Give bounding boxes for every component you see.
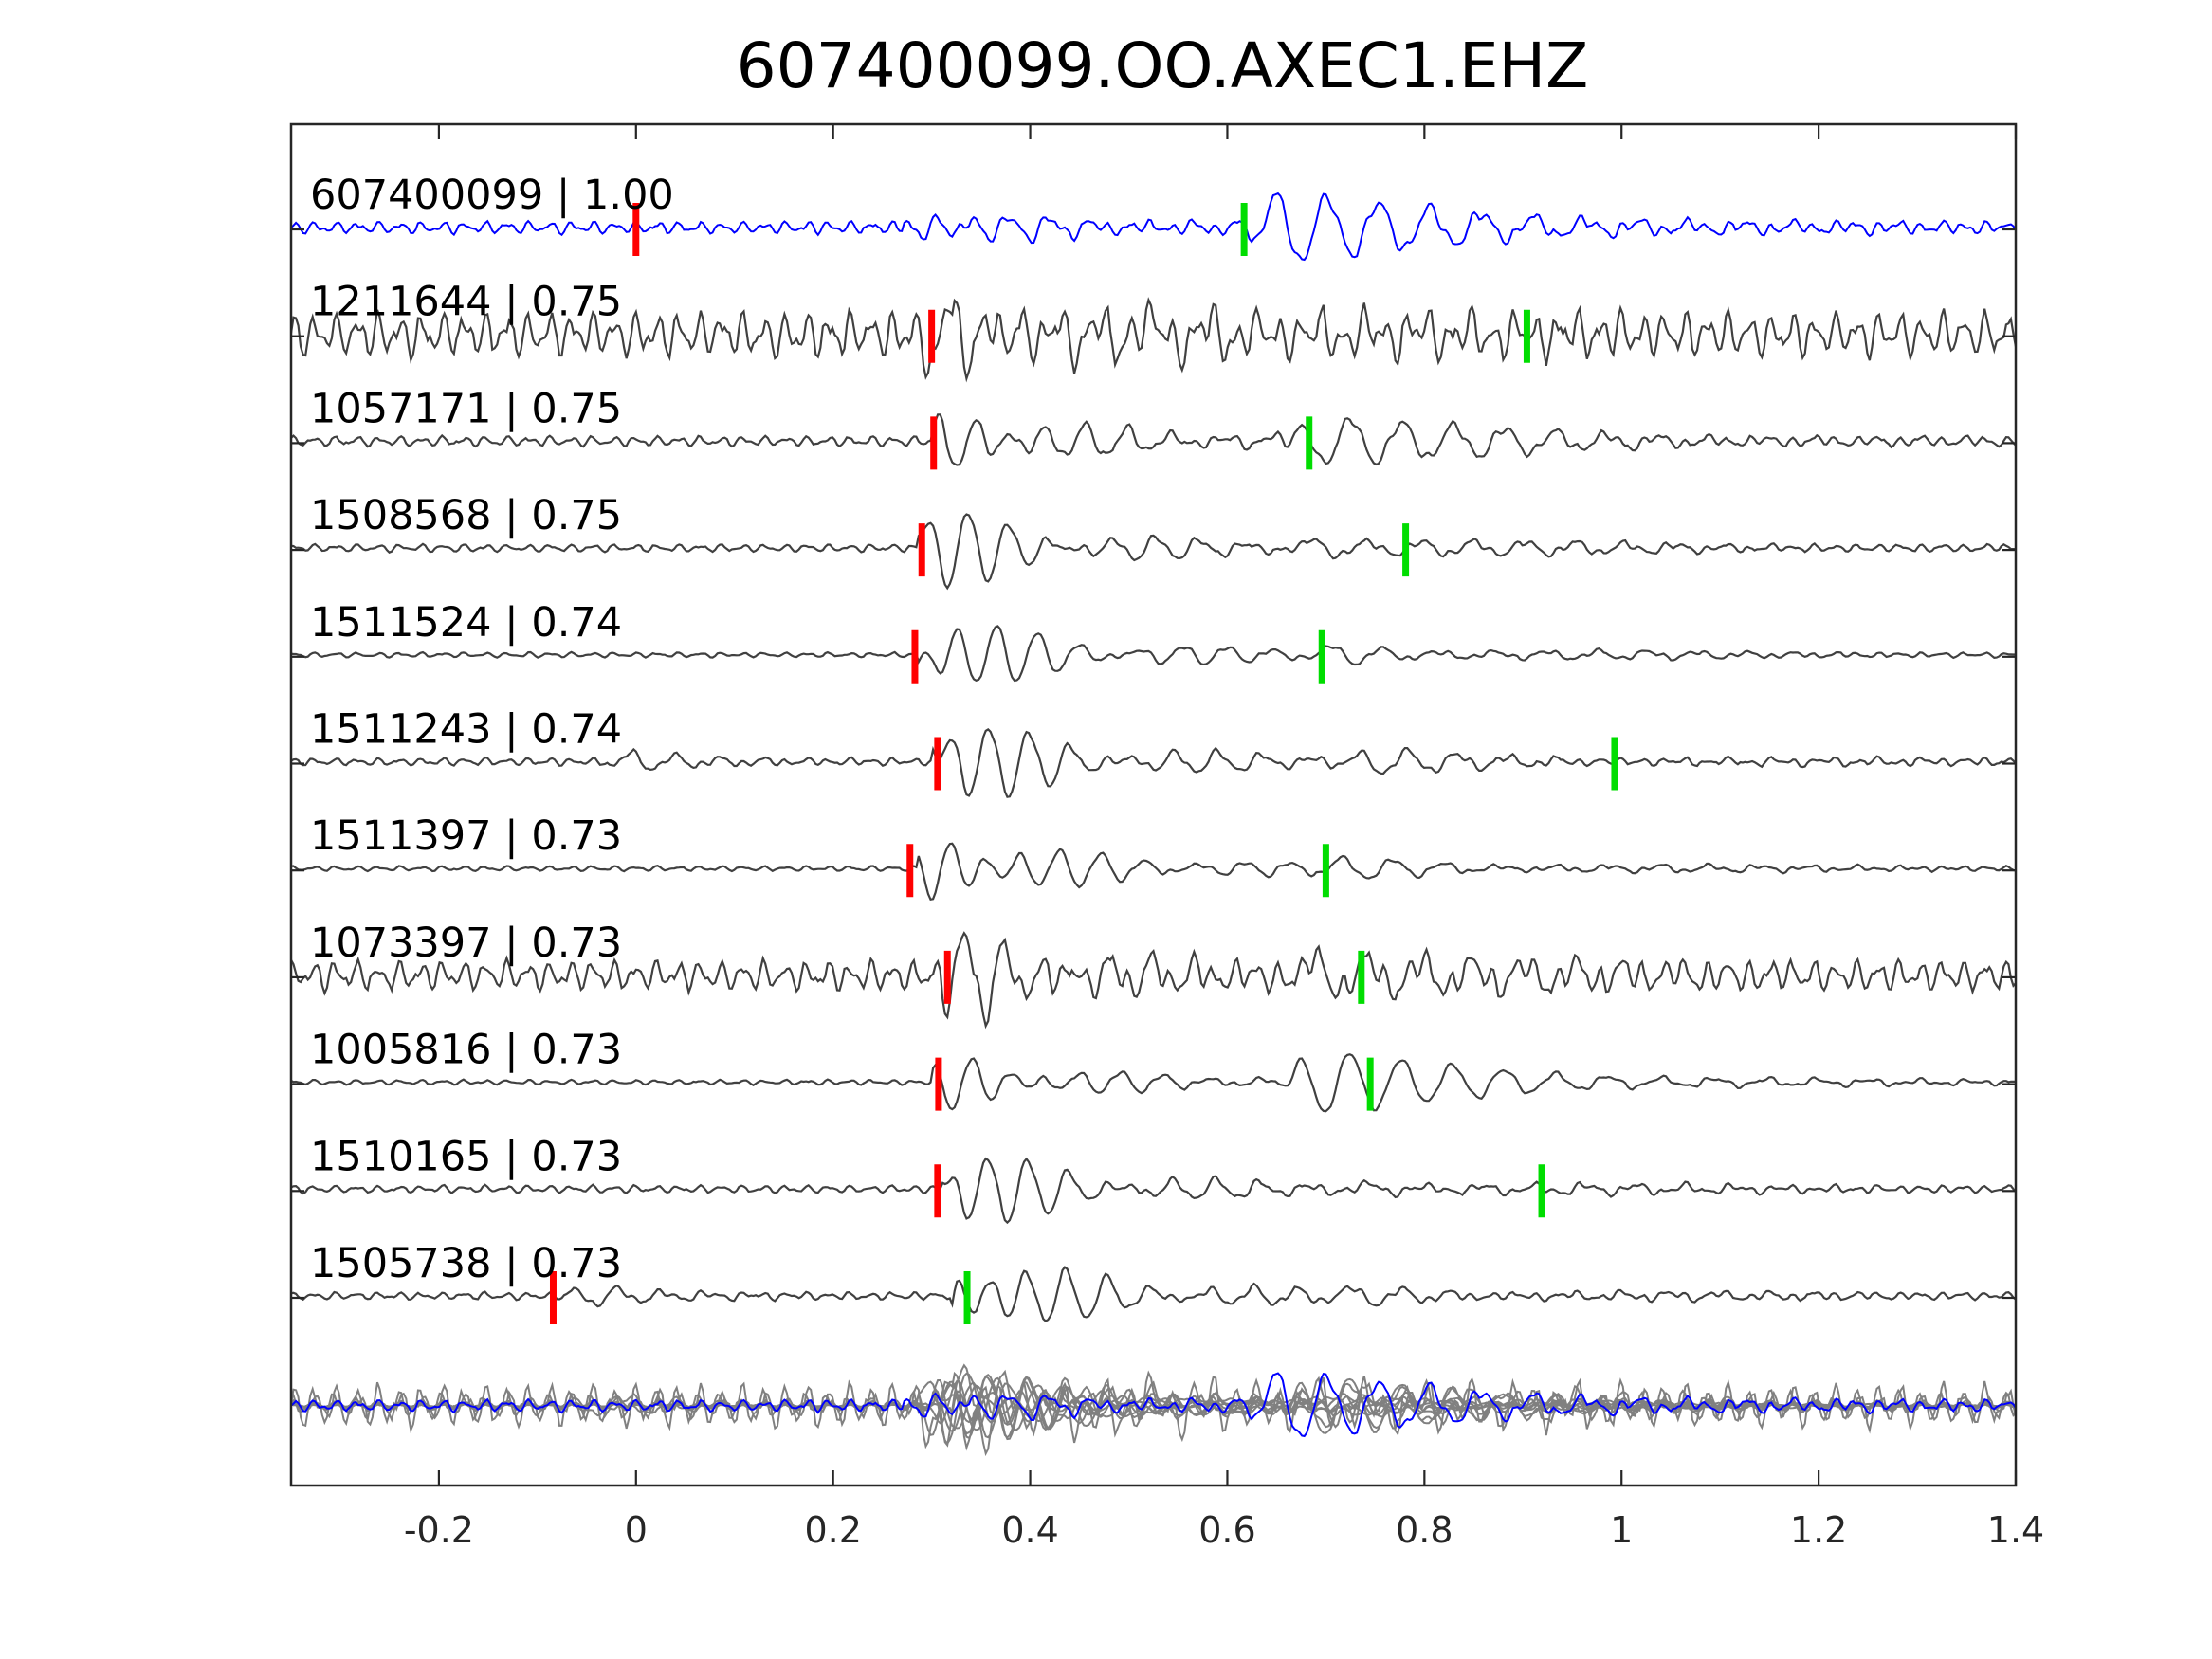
trace-label-1511524: 1511524 | 0.74 xyxy=(310,599,622,647)
stack-trace-6 xyxy=(291,1363,2016,1457)
x-tick-label: 1.4 xyxy=(1987,1509,2044,1551)
x-tick-label: 1.2 xyxy=(1790,1509,1847,1551)
trace-line-607400099 xyxy=(291,191,2016,262)
trace-line-1057171 xyxy=(291,413,2016,466)
trace-line-1510165 xyxy=(291,1157,2016,1225)
x-tick-label: 1 xyxy=(1610,1509,1633,1551)
trace-label-1508568: 1508568 | 0.75 xyxy=(310,492,622,539)
trace-label-1211644: 1211644 | 0.75 xyxy=(310,279,622,326)
trace-line-1505738 xyxy=(291,1266,2016,1322)
x-tick-label: -0.2 xyxy=(404,1509,474,1551)
x-tick-label: 0.4 xyxy=(1001,1509,1058,1551)
stack-template-trace xyxy=(291,1372,2016,1438)
trace-line-1005816 xyxy=(291,1053,2016,1113)
trace-label-1510165: 1510165 | 0.73 xyxy=(310,1133,622,1180)
trace-label-1005816: 1005816 | 0.73 xyxy=(310,1027,622,1074)
labels-layer: 607400099 | 1.00 1211644 | 0.75 1057171 | … xyxy=(310,172,674,1287)
trace-label-1073397: 1073397 | 0.73 xyxy=(310,920,622,967)
trace-line-1511397 xyxy=(291,842,2016,902)
trace-label-607400099: 607400099 | 1.00 xyxy=(310,172,674,219)
trace-line-1073397 xyxy=(291,931,2016,1030)
trace-label-1511397: 1511397 | 0.73 xyxy=(310,812,622,860)
chart-title: 607400099.OO.AXEC1.EHZ xyxy=(737,29,1589,102)
plot-frame xyxy=(289,122,2018,1487)
x-axis: -0.2 0 0.2 0.4 0.6 0.8 1 1.2 1.4 xyxy=(291,124,2044,1551)
trace-label-1505738: 1505738 | 0.73 xyxy=(310,1240,622,1287)
picks-layer xyxy=(549,203,1618,1324)
x-tick-label: 0.8 xyxy=(1396,1509,1453,1551)
trace-line-1211644 xyxy=(291,297,2016,383)
stack-trace-0 xyxy=(291,1370,2016,1451)
traces-layer xyxy=(291,191,2016,1457)
trace-line-1508568 xyxy=(291,513,2016,591)
trace-line-1511524 xyxy=(291,625,2016,683)
trace-label-1511243: 1511243 | 0.74 xyxy=(310,706,622,754)
trace-label-1057171: 1057171 | 0.75 xyxy=(310,385,622,432)
x-tick-label: 0.6 xyxy=(1198,1509,1255,1551)
trace-line-1511243 xyxy=(291,728,2016,798)
x-tick-label: 0.2 xyxy=(804,1509,861,1551)
x-tick-label: 0 xyxy=(625,1509,648,1551)
